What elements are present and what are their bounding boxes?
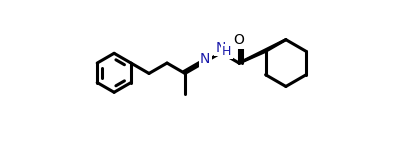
Text: H: H xyxy=(222,45,232,58)
Text: N: N xyxy=(216,41,226,55)
Text: O: O xyxy=(234,33,245,47)
Text: N: N xyxy=(200,52,210,66)
